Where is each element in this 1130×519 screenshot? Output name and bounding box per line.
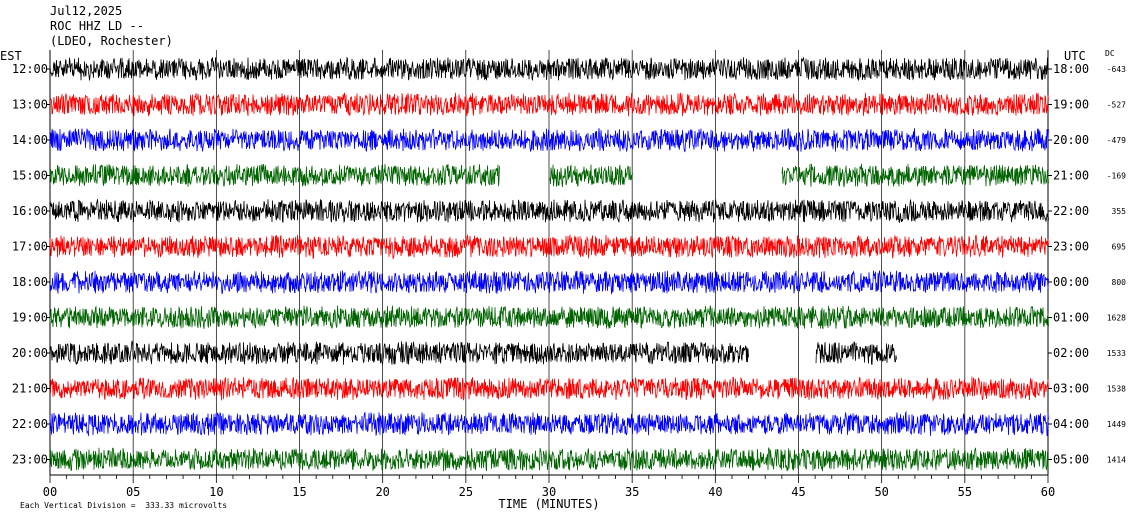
est-label: 12:00	[12, 62, 48, 76]
trace-2300	[49, 446, 1049, 472]
est-label: 16:00	[12, 204, 48, 218]
dc-offset-label: 1533	[1107, 349, 1126, 358]
dc-offset-label: 1449	[1107, 420, 1126, 429]
est-label: 21:00	[12, 382, 48, 396]
x-tick-label: 20	[375, 485, 389, 499]
trace-1300	[49, 92, 1049, 117]
trace-1900	[49, 305, 1049, 330]
trace-1800	[49, 270, 1049, 296]
trace-2100	[49, 376, 1049, 402]
x-tick-label: 40	[708, 485, 722, 499]
utc-label: 04:00	[1053, 417, 1089, 431]
x-tick-label: 30	[542, 485, 556, 499]
est-label: 23:00	[12, 453, 48, 467]
x-tick-label: 50	[874, 485, 888, 499]
trace-2000	[49, 340, 897, 366]
dc-offset-label: 1414	[1107, 456, 1126, 465]
dc-offset-label: -479	[1107, 136, 1126, 145]
dc-offset-label: 800	[1112, 278, 1127, 287]
footer-scale-note: Each Vertical Division = 333.33 microvol…	[20, 501, 228, 510]
dc-offset-label: -169	[1107, 172, 1126, 181]
est-label: 18:00	[12, 275, 48, 289]
utc-label: 22:00	[1053, 204, 1089, 218]
trace-2200	[49, 410, 1049, 437]
utc-label: 02:00	[1053, 346, 1089, 360]
utc-label: 03:00	[1053, 382, 1089, 396]
right-axis-title: UTC	[1064, 49, 1086, 63]
utc-label: 18:00	[1053, 62, 1089, 76]
est-label: 19:00	[12, 311, 48, 325]
est-label: 22:00	[12, 417, 48, 431]
dc-offset-label: -527	[1107, 101, 1126, 110]
est-label: 20:00	[12, 346, 48, 360]
x-tick-label: 10	[209, 485, 223, 499]
utc-label: 05:00	[1053, 453, 1089, 467]
trace-1500	[49, 163, 1049, 188]
trace-1600	[49, 199, 1049, 224]
est-label: 13:00	[12, 98, 48, 112]
dc-offset-label: 355	[1112, 207, 1127, 216]
x-tick-label: 05	[126, 485, 140, 499]
x-tick-label: 55	[958, 485, 972, 499]
utc-label: 20:00	[1053, 133, 1089, 147]
header-network: (LDEO, Rochester)	[50, 34, 173, 48]
x-tick-label: 60	[1041, 485, 1055, 499]
dc-offset-label: 1628	[1107, 314, 1126, 323]
x-tick-label: 35	[625, 485, 639, 499]
est-label: 14:00	[12, 133, 48, 147]
x-tick-label: 15	[292, 485, 306, 499]
utc-label: 23:00	[1053, 240, 1089, 254]
x-tick-label: 25	[459, 485, 473, 499]
x-tick-label: 00	[43, 485, 57, 499]
utc-label: 19:00	[1053, 98, 1089, 112]
dc-offset-label: -643	[1107, 65, 1126, 74]
header-date: Jul12,2025	[50, 4, 123, 18]
trace-1700	[49, 234, 1049, 260]
header-station: ROC HHZ LD --	[50, 19, 144, 33]
left-axis-title: EST	[0, 49, 22, 63]
dc-title: DC	[1105, 49, 1115, 58]
est-label: 17:00	[12, 240, 48, 254]
dc-offset-label: 695	[1112, 243, 1127, 252]
x-tick-label: 45	[791, 485, 805, 499]
est-label: 15:00	[12, 169, 48, 183]
trace-1400	[49, 128, 1049, 153]
utc-label: 01:00	[1053, 311, 1089, 325]
utc-label: 21:00	[1053, 169, 1089, 183]
trace-1200	[49, 56, 1049, 81]
dc-offset-label: 1538	[1107, 385, 1126, 394]
utc-label: 00:00	[1053, 275, 1089, 289]
x-axis-title: TIME (MINUTES)	[498, 497, 599, 511]
